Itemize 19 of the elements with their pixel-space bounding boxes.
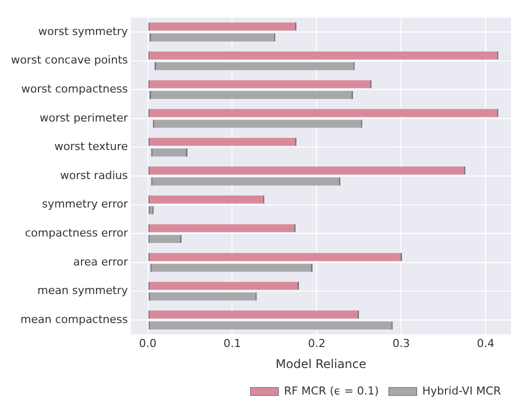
y-tick-label: compactness error [24, 226, 128, 240]
x-axis-title: Model Reliance [276, 356, 366, 371]
x-tick-label: 0.0 [139, 336, 157, 350]
x-tick-label: 0.4 [476, 336, 494, 350]
legend-label: RF MCR (ϵ = 0.1) [284, 384, 379, 398]
y-tick-label: worst perimeter [40, 111, 128, 124]
legend-label: Hybrid-VI MCR [422, 384, 502, 398]
y-tick-label: symmetry error [42, 198, 128, 211]
y-tick-label: worst compactness [21, 82, 128, 96]
y-tick-label: worst concave points [10, 54, 128, 67]
y-tick-label: mean symmetry [37, 284, 128, 298]
y-tick-label: mean compactness [20, 312, 128, 326]
y-tick-label: worst texture [54, 140, 128, 154]
x-tick-label: 0.2 [308, 336, 326, 350]
x-tick-label: 0.3 [392, 336, 410, 350]
y-tick-label: worst symmetry [38, 24, 128, 38]
y-tick-label: worst radius [60, 168, 128, 182]
x-tick-label: 0.1 [224, 336, 241, 350]
y-tick-label: area error [73, 255, 128, 268]
